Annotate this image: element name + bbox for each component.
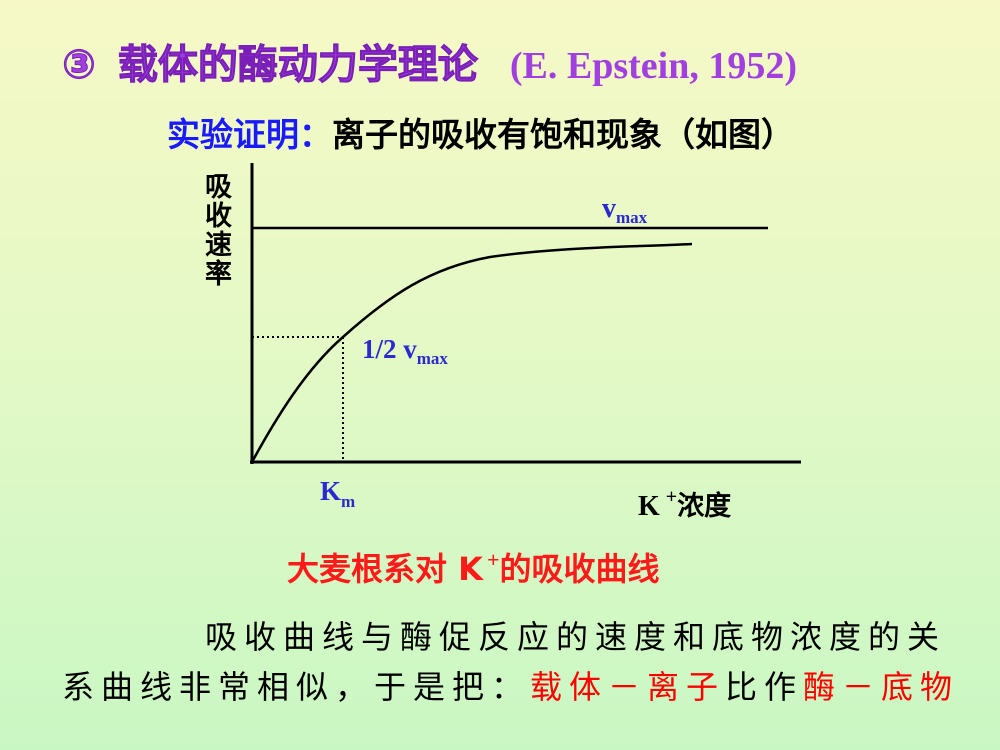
- x-label-superscript: +: [666, 486, 677, 508]
- title-citation: (E. Epstein, 1952): [509, 45, 798, 87]
- y-axis-label: 吸收速率: [200, 172, 231, 288]
- caption-lead: 大麦根系对 K: [287, 550, 484, 588]
- half-vmax-symbol: 1/2 v: [362, 334, 417, 364]
- paragraph-segment: 载体－离子: [530, 668, 726, 706]
- paragraph-segment: 酶－底物: [803, 668, 960, 706]
- title: ③ 载体的酶动力学理论 (E. Epstein, 1952): [62, 32, 798, 90]
- caption-text: 的吸收曲线: [500, 550, 660, 588]
- subtitle-text: 离子的吸收有饱和现象（如图）: [332, 115, 794, 154]
- paragraph-segment: 比作: [725, 668, 804, 706]
- x-label-text: 浓度: [677, 490, 731, 522]
- diagram: vmax 1/2 vmax Km K +浓度 大麦根系对 K +的吸收曲线: [250, 163, 801, 588]
- x-axis-label: K +浓度: [638, 486, 731, 522]
- x-label-symbol: K: [638, 491, 660, 522]
- saturation-curve: [250, 242, 693, 463]
- vmax-symbol: v: [602, 193, 616, 224]
- caption-superscript: +: [487, 547, 500, 572]
- vmax-label: vmax: [602, 193, 648, 227]
- km-symbol: K: [320, 476, 341, 506]
- subtitle-lead: 实验证明：: [167, 115, 332, 154]
- title-text: 载体的酶动力学理论: [117, 42, 478, 89]
- title-number: ③: [62, 42, 97, 89]
- paragraph: 吸收曲线与酶促反应的速度和底物浓度的关系曲线非常相似，于是把：载体－离子比作酶－…: [62, 612, 962, 712]
- vmax-subscript: max: [616, 208, 648, 227]
- half-vmax-subscript: max: [417, 349, 449, 368]
- subtitle: 实验证明：离子的吸收有饱和现象（如图）: [167, 108, 794, 156]
- km-label: Km: [320, 476, 355, 511]
- paragraph-segment: 吸收曲线与酶促反应的速度和底物浓度的关系曲线非常相似，于是把：: [62, 618, 947, 706]
- half-vmax-label: 1/2 vmax: [362, 334, 448, 368]
- km-subscript: m: [341, 492, 355, 511]
- caption: 大麦根系对 K +的吸收曲线: [287, 547, 660, 588]
